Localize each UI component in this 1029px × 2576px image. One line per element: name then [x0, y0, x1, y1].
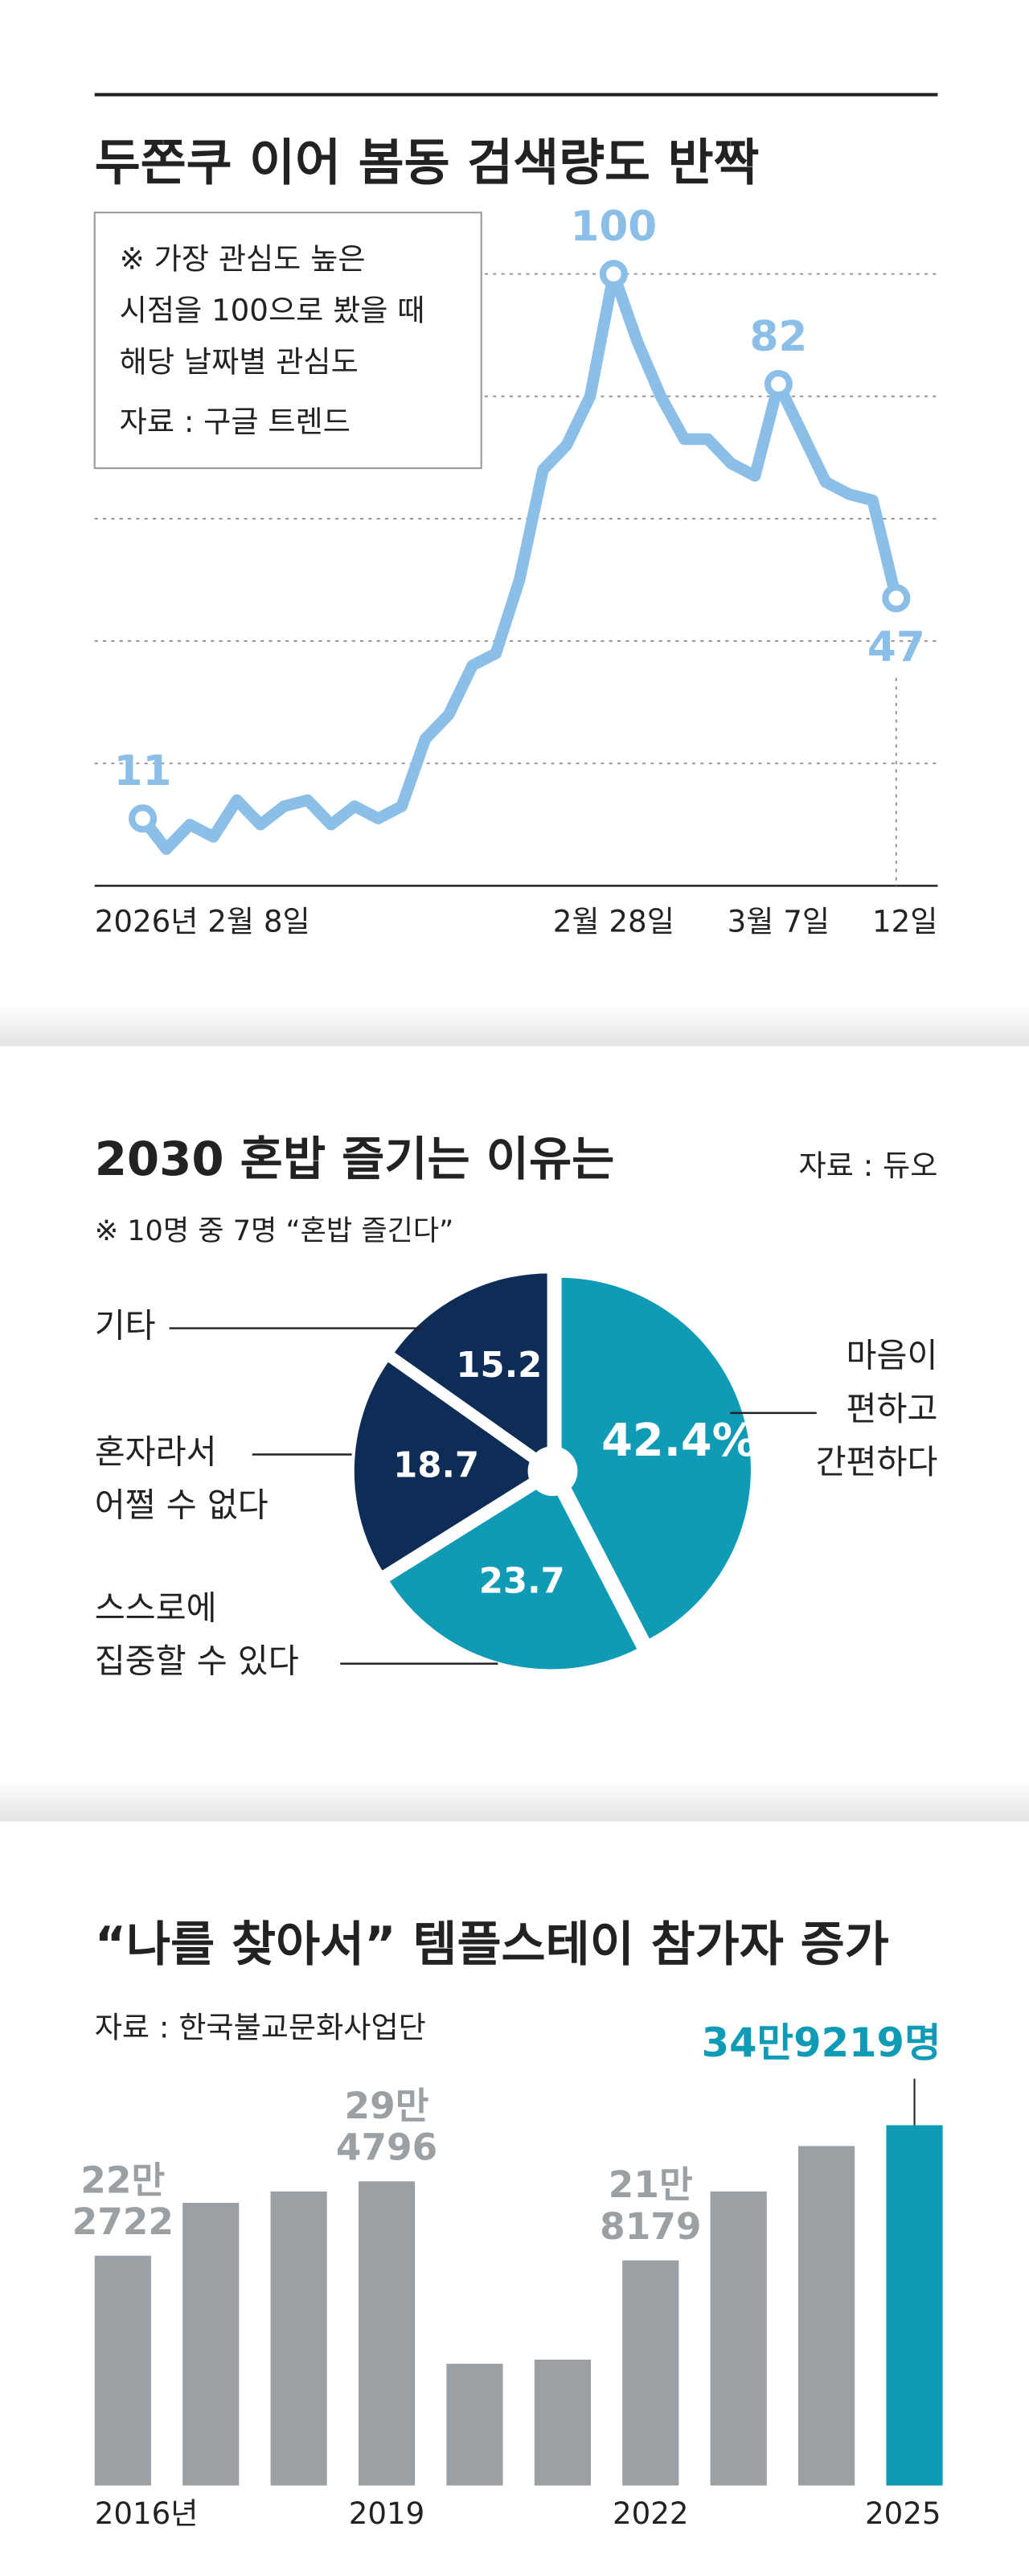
note-text: 시점을 100으로 봤을 때 [120, 294, 425, 328]
bar [622, 2260, 679, 2486]
data-label: 11 [114, 747, 172, 795]
category-label: 마음이 [847, 1337, 938, 1375]
data-label: 2722 [72, 2200, 174, 2243]
line-series [137, 268, 903, 855]
category-label: 간편하다 [816, 1443, 938, 1481]
pie-slice [349, 1355, 551, 1578]
bar [886, 2125, 943, 2486]
pie-slice [556, 1272, 756, 1645]
pie-hole [527, 1446, 578, 1497]
chart-title: 2030 혼밥 즐기는 이유는 [95, 1132, 615, 1186]
category-label: 편하고 [847, 1390, 938, 1428]
pie-slice [383, 1473, 644, 1674]
data-label: 15.2 [456, 1346, 542, 1386]
bar [270, 2191, 327, 2486]
bar [710, 2191, 767, 2486]
data-label: 47 [867, 623, 925, 672]
point-marker [129, 804, 158, 833]
source: 자료 : 구글 트렌드 [120, 405, 351, 439]
x-tick-label: 2016년 [95, 2496, 199, 2531]
x-tick-label: 2019 [349, 2496, 425, 2531]
data-label: 42.4% [601, 1415, 756, 1467]
data-label: 29만 [345, 2085, 429, 2127]
note-box [93, 212, 482, 470]
category-label: 기타 [95, 1307, 156, 1346]
chart-title: “나를 찾아서” 템플스테이 참가자 증가 [95, 1917, 889, 1973]
x-tick-label: 2025 [865, 2496, 941, 2531]
note-text: ※ 가장 관심도 높은 [120, 242, 366, 277]
bar [446, 2364, 503, 2486]
source: 자료 : 듀오 [799, 1148, 938, 1183]
x-tick-label: 3월 7일 [728, 904, 830, 939]
category-label: 집중할 수 있다 [95, 1642, 299, 1681]
bar [182, 2202, 240, 2486]
data-label: 100 [570, 203, 657, 251]
x-tick-label: 2022 [613, 2496, 689, 2531]
category-label: 스스로에 [95, 1589, 217, 1628]
category-label: 혼자라서 [95, 1432, 217, 1471]
data-label: 82 [749, 313, 807, 361]
bar [358, 2181, 416, 2486]
x-tick-label: 2월 28일 [553, 904, 674, 939]
data-label: 34만9219명 [702, 2019, 941, 2066]
data-label: 21만 [609, 2163, 693, 2206]
x-tick-label: 2026년 2월 8일 [95, 904, 310, 939]
bar [534, 2359, 591, 2486]
pie-slice [387, 1268, 552, 1470]
separator [0, 1004, 1029, 1046]
bar [798, 2146, 855, 2486]
separator [0, 1780, 1029, 1822]
x-tick-label: 12일 [872, 904, 937, 939]
source: 자료 : 한국불교문화사업단 [95, 2010, 426, 2044]
data-label: 18.7 [393, 1446, 479, 1486]
data-label: 8179 [600, 2205, 701, 2248]
category-label: 어쩔 수 없다 [95, 1486, 269, 1525]
note-text: 해당 날짜별 관심도 [120, 345, 359, 380]
bar [94, 2255, 151, 2486]
point-marker [599, 260, 628, 289]
data-label: 23.7 [479, 1561, 565, 1601]
subtitle: ※ 10명 중 7명 “혼밥 즐긴다” [95, 1214, 454, 1247]
point-marker [882, 584, 911, 613]
point-marker [764, 370, 793, 399]
data-label: 4796 [336, 2126, 437, 2169]
chart-title: 두쫀쿠 이어 봄동 검색량도 반짝 [95, 134, 760, 192]
data-label: 22만 [80, 2159, 165, 2201]
